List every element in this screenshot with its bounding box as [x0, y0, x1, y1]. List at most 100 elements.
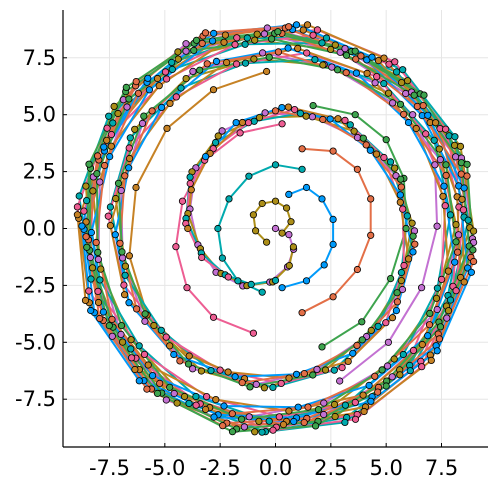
- data-point: [245, 413, 253, 421]
- data-point: [380, 153, 388, 162]
- data-point: [289, 243, 297, 251]
- data-point: [300, 418, 308, 427]
- data-point: [100, 143, 108, 151]
- data-point: [319, 115, 327, 124]
- data-point: [435, 145, 443, 153]
- data-point: [123, 103, 131, 111]
- y-tick-label: 7.5: [23, 46, 56, 70]
- data-point: [353, 341, 361, 349]
- data-point: [300, 369, 308, 378]
- data-point: [260, 384, 268, 392]
- data-point: [388, 373, 396, 381]
- data-point: [120, 281, 128, 289]
- data-point: [228, 410, 236, 418]
- data-point: [382, 319, 390, 327]
- data-point: [467, 268, 475, 276]
- data-point: [452, 287, 460, 295]
- data-point: [278, 229, 286, 237]
- data-point: [132, 183, 140, 192]
- data-point: [231, 40, 239, 49]
- data-point: [232, 60, 241, 68]
- data-point: [367, 397, 375, 405]
- data-point: [400, 110, 408, 118]
- data-point: [126, 154, 134, 163]
- data-point: [433, 305, 441, 314]
- data-point: [168, 65, 176, 74]
- data-point: [420, 91, 428, 99]
- data-point: [258, 199, 266, 208]
- data-point: [274, 28, 282, 36]
- data-point: [397, 79, 406, 87]
- data-point: [349, 349, 357, 357]
- x-tick-labels: -7.5 -5.0 -2.5 0.0 2.5 5.0 7.5: [89, 443, 458, 480]
- data-point: [80, 207, 88, 215]
- data-point: [400, 261, 408, 270]
- data-point: [140, 350, 149, 358]
- data-point: [121, 271, 129, 279]
- data-point: [166, 383, 174, 391]
- data-point: [252, 227, 260, 235]
- data-point: [271, 161, 280, 169]
- data-point: [411, 240, 419, 248]
- data-point: [121, 172, 129, 180]
- data-point: [265, 53, 273, 61]
- data-point: [184, 224, 192, 233]
- data-point: [328, 63, 336, 71]
- data-point: [365, 381, 373, 389]
- data-point: [110, 102, 118, 111]
- data-point: [406, 367, 414, 375]
- data-point: [73, 203, 82, 211]
- data-point: [368, 53, 376, 61]
- data-point: [212, 395, 220, 404]
- data-point: [172, 243, 180, 251]
- data-point: [158, 103, 166, 112]
- data-point: [329, 240, 337, 248]
- data-point: [378, 366, 386, 374]
- data-point: [359, 134, 367, 142]
- data-point: [463, 160, 471, 168]
- data-point: [109, 119, 117, 127]
- x-tick-label: -5.0: [144, 456, 185, 480]
- data-point: [125, 164, 133, 172]
- data-point: [371, 79, 379, 87]
- data-point: [173, 399, 181, 407]
- data-point: [424, 332, 432, 340]
- data-point: [338, 363, 346, 372]
- data-point: [132, 78, 140, 86]
- data-point: [367, 195, 375, 203]
- data-point: [209, 37, 217, 45]
- data-point: [75, 192, 83, 200]
- data-point: [96, 314, 104, 323]
- data-point: [418, 340, 426, 349]
- data-point: [148, 107, 156, 115]
- data-point: [149, 371, 157, 380]
- data-point: [144, 74, 152, 82]
- data-point: [182, 75, 190, 83]
- data-point: [396, 100, 405, 108]
- data-point: [216, 366, 224, 374]
- data-point: [258, 49, 267, 57]
- data-point: [460, 184, 468, 192]
- data-point: [246, 383, 254, 391]
- data-point: [234, 277, 242, 285]
- data-point: [380, 54, 388, 62]
- data-point: [197, 367, 205, 375]
- data-point: [426, 309, 434, 317]
- data-point: [432, 294, 441, 302]
- data-point: [311, 422, 320, 430]
- data-point: [192, 392, 200, 401]
- data-point: [255, 114, 264, 122]
- data-point: [192, 36, 201, 44]
- data-point: [207, 366, 215, 375]
- data-point: [73, 211, 82, 219]
- data-point: [262, 67, 271, 76]
- data-point: [294, 403, 302, 411]
- data-point: [363, 69, 371, 78]
- data-point: [249, 329, 257, 337]
- data-point: [221, 31, 229, 39]
- data-point: [212, 138, 220, 147]
- data-point: [321, 366, 330, 374]
- data-point: [192, 401, 200, 409]
- data-point: [267, 35, 276, 43]
- data-point: [210, 413, 218, 421]
